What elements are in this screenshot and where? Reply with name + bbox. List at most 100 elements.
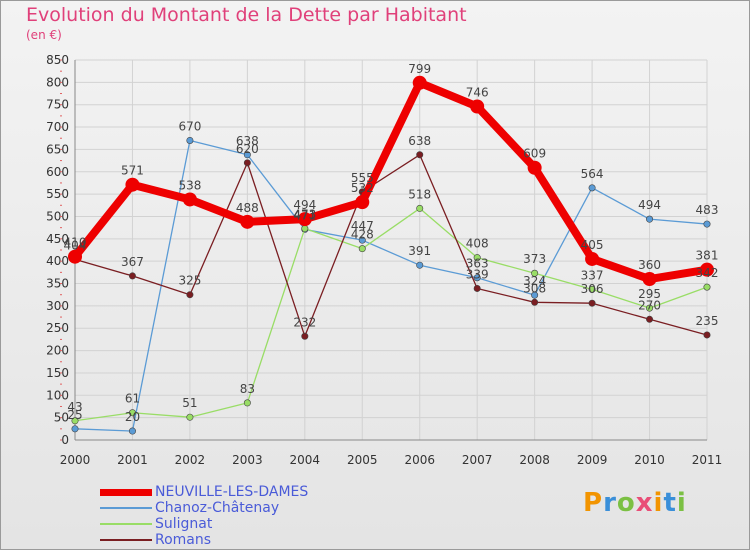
data-label: 473 xyxy=(293,208,316,222)
legend-swatch xyxy=(100,507,152,509)
data-label: 746 xyxy=(466,85,489,99)
data-point xyxy=(703,220,711,228)
data-point xyxy=(473,284,481,292)
y-tick-label: 700 xyxy=(46,120,69,134)
data-label: 609 xyxy=(523,147,546,161)
data-label: 360 xyxy=(638,258,661,272)
data-point xyxy=(243,159,251,167)
data-label: 405 xyxy=(581,238,604,252)
legend-item: Sulignat xyxy=(100,516,400,532)
data-point xyxy=(128,427,136,435)
legend-label: NEUVILLE-LES-DAMES xyxy=(155,484,309,500)
data-label: 373 xyxy=(523,252,546,266)
series-line xyxy=(74,207,708,422)
legend-item: Romans xyxy=(100,532,400,548)
data-point xyxy=(700,262,714,277)
data-label: 555 xyxy=(351,171,374,185)
data-point xyxy=(416,204,424,212)
data-point xyxy=(128,409,136,417)
data-label: 571 xyxy=(121,164,144,178)
data-label: 494 xyxy=(638,198,661,212)
data-label: 51 xyxy=(182,396,197,410)
data-point xyxy=(473,274,481,282)
data-label: 799 xyxy=(408,62,431,76)
data-point xyxy=(301,225,309,233)
unit-label: (en €) xyxy=(26,28,62,42)
data-label: 339 xyxy=(466,267,489,281)
data-label: 270 xyxy=(638,298,661,312)
x-tick-label: 2006 xyxy=(404,453,435,467)
y-tick-label: 500 xyxy=(46,209,69,223)
legend-swatch xyxy=(100,523,152,525)
data-point xyxy=(416,151,424,159)
data-point xyxy=(531,291,539,299)
y-tick-label: 600 xyxy=(46,165,69,179)
data-point xyxy=(416,261,424,269)
data-label: 20 xyxy=(125,410,140,424)
data-label: 381 xyxy=(696,249,719,263)
data-point xyxy=(186,291,194,299)
data-point xyxy=(240,214,255,229)
data-point xyxy=(642,272,657,287)
series-line xyxy=(74,139,708,432)
data-point xyxy=(358,236,366,244)
data-point xyxy=(588,285,596,293)
data-point xyxy=(531,269,539,277)
y-tick-label: 150 xyxy=(46,366,69,380)
data-point xyxy=(182,192,197,207)
data-label: 538 xyxy=(178,178,201,192)
data-label: 25 xyxy=(67,408,82,422)
data-point xyxy=(703,283,711,291)
data-label: 404 xyxy=(64,238,87,252)
data-point xyxy=(71,417,79,425)
data-point xyxy=(470,99,485,114)
data-point xyxy=(531,298,539,306)
data-point xyxy=(125,177,140,192)
y-tick-label: 300 xyxy=(46,299,69,313)
line-chart: 0501001502002503003504004505005506006507… xyxy=(46,53,723,467)
data-point xyxy=(646,215,654,223)
data-label: 308 xyxy=(523,281,546,295)
data-point xyxy=(358,245,366,253)
data-label: 324 xyxy=(523,274,546,288)
legend-label: Sulignat xyxy=(155,516,213,532)
y-tick-label: 650 xyxy=(46,142,69,156)
data-point xyxy=(646,304,654,312)
data-point xyxy=(243,151,251,159)
legend-item: NEUVILLE-LES-DAMES xyxy=(100,484,400,500)
data-label: 483 xyxy=(696,203,719,217)
data-label: 325 xyxy=(178,274,201,288)
data-label: 363 xyxy=(466,257,489,271)
data-label: 43 xyxy=(67,400,82,414)
data-label: 670 xyxy=(178,119,201,133)
data-point xyxy=(646,315,654,323)
legend-item: Chanoz-Châtenay xyxy=(100,500,400,516)
y-tick-label: 800 xyxy=(46,75,69,89)
data-point xyxy=(588,299,596,307)
data-label: 488 xyxy=(236,201,259,215)
legend-swatch xyxy=(100,489,152,496)
data-point xyxy=(355,195,370,210)
y-tick-label: 250 xyxy=(46,321,69,335)
data-label: 518 xyxy=(408,187,431,201)
data-point xyxy=(186,413,194,421)
data-label: 61 xyxy=(125,392,140,406)
data-label: 391 xyxy=(408,244,431,258)
legend-label: Romans xyxy=(155,532,212,548)
data-label: 367 xyxy=(121,255,144,269)
series-line xyxy=(71,78,711,284)
y-tick-label: 200 xyxy=(46,344,69,358)
data-point xyxy=(412,75,427,90)
y-tick-label: 0 xyxy=(61,433,69,447)
x-tick-label: 2009 xyxy=(577,453,608,467)
data-point xyxy=(473,254,481,262)
data-point xyxy=(703,331,711,339)
x-tick-label: 2011 xyxy=(692,453,723,467)
data-label: 83 xyxy=(240,382,255,396)
data-point xyxy=(68,249,82,264)
y-tick-label: 450 xyxy=(46,232,69,246)
y-tick-label: 350 xyxy=(46,277,69,291)
data-label: 532 xyxy=(351,181,374,195)
legend-label: Chanoz-Châtenay xyxy=(155,500,280,516)
